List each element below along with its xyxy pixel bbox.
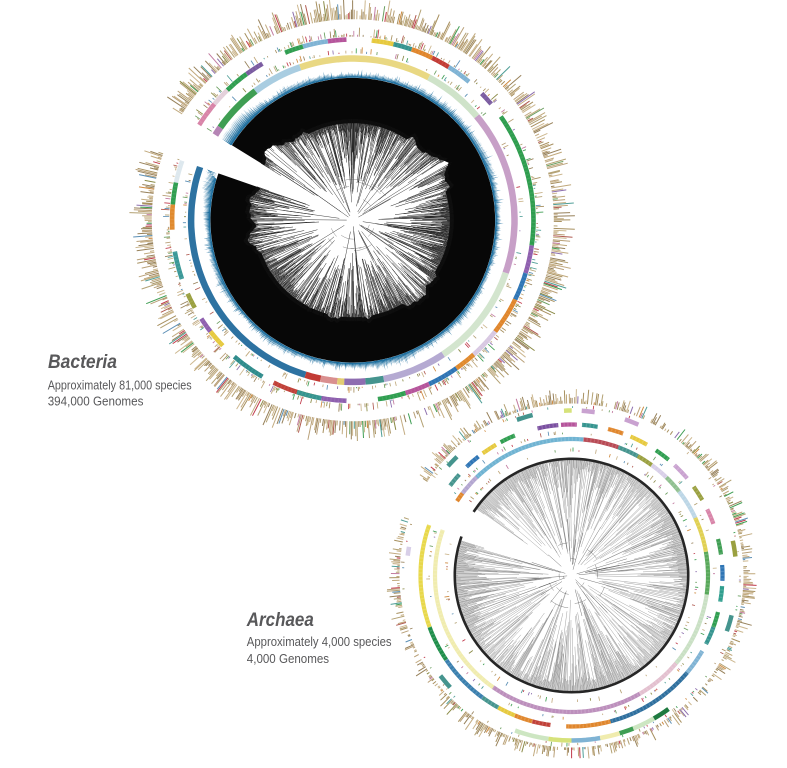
svg-text:Archaea: Archaea: [246, 609, 314, 631]
svg-text:4,000 Genomes: 4,000 Genomes: [247, 651, 330, 666]
svg-text:Approximately 4,000 species: Approximately 4,000 species: [247, 634, 392, 649]
svg-text:394,000 Genomes: 394,000 Genomes: [48, 394, 144, 409]
svg-text:Bacteria: Bacteria: [48, 351, 117, 373]
svg-text:Approximately 81,000 species: Approximately 81,000 species: [48, 378, 192, 393]
